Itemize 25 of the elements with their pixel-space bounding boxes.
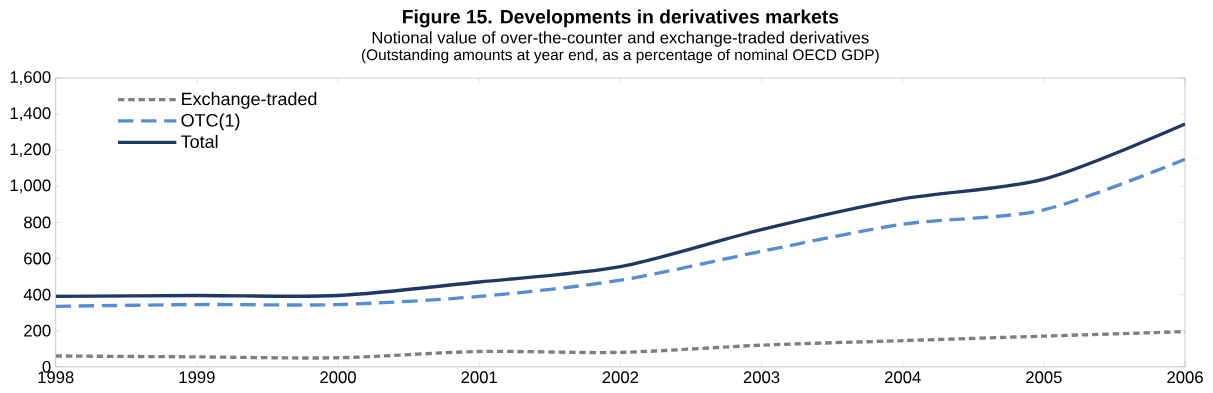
x-tick-label: 2003 [743,371,780,384]
y-tick-label: 1,000 [10,179,51,194]
x-tick-label: 2000 [320,371,356,384]
x-tick-label: 1999 [179,371,215,384]
x-tick-label: 2001 [461,371,497,384]
chart-subtitle: Notional value of over-the-counter and exchange-traded derivatives [372,31,869,48]
chart-title: Figure 15. Developments in derivatives markets [403,9,839,28]
y-tick-label: 800 [24,216,51,229]
y-tick-label: 1,600 [10,71,51,86]
y-tick-label: 400 [23,288,51,301]
legend-label: OTC(1) [181,113,240,131]
y-tick-label: 1,200 [10,143,51,158]
y-tick-label: 1,400 [10,107,51,122]
x-tick-label: 1998 [38,371,74,384]
line-series [55,157,1186,309]
x-tick-label: 2004 [884,371,921,384]
y-tick-label: 200 [24,325,51,337]
x-tick-label: 2006 [1167,371,1203,384]
legend-label: Exchange-traded [182,92,317,110]
x-tick-label: 2005 [1026,371,1062,384]
x-tick-label: 2002 [602,371,639,384]
legend-label: Total [181,135,218,149]
y-tick-label: 0 [42,361,51,373]
y-tick-label: 600 [24,252,51,265]
text: (Outstanding amounts at year end, as a percentage of nominal OECD GDP) [361,49,879,64]
